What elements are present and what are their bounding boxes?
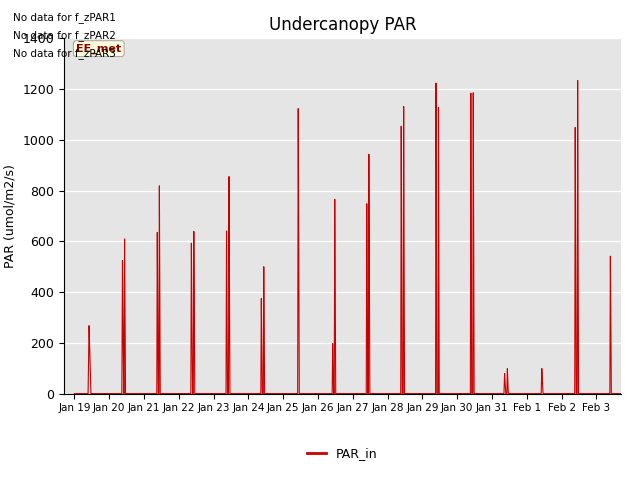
Y-axis label: PAR (umol/m2/s): PAR (umol/m2/s) [4, 164, 17, 268]
Text: No data for f_zPAR3: No data for f_zPAR3 [13, 48, 116, 60]
Legend: PAR_in: PAR_in [302, 443, 383, 466]
Text: EE_met: EE_met [76, 44, 122, 54]
Text: No data for f_zPAR1: No data for f_zPAR1 [13, 12, 116, 23]
Title: Undercanopy PAR: Undercanopy PAR [269, 16, 416, 34]
Text: No data for f_zPAR2: No data for f_zPAR2 [13, 30, 116, 41]
